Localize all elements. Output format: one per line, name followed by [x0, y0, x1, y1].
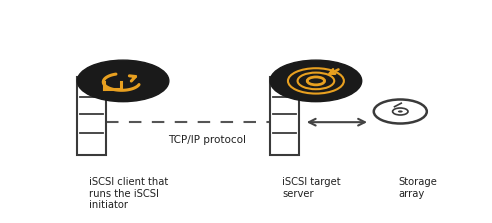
Text: Storage
array: Storage array	[398, 177, 437, 199]
Bar	[270, 76, 299, 155]
Circle shape	[270, 60, 362, 102]
Text: TCP/IP protocol: TCP/IP protocol	[168, 135, 246, 145]
Circle shape	[77, 60, 169, 102]
Bar	[77, 76, 106, 155]
Text: iSCSI target
server: iSCSI target server	[282, 177, 341, 199]
Text: iSCSI client that
runs the iSCSI
initiator: iSCSI client that runs the iSCSI initiat…	[90, 177, 169, 210]
Circle shape	[398, 110, 402, 113]
